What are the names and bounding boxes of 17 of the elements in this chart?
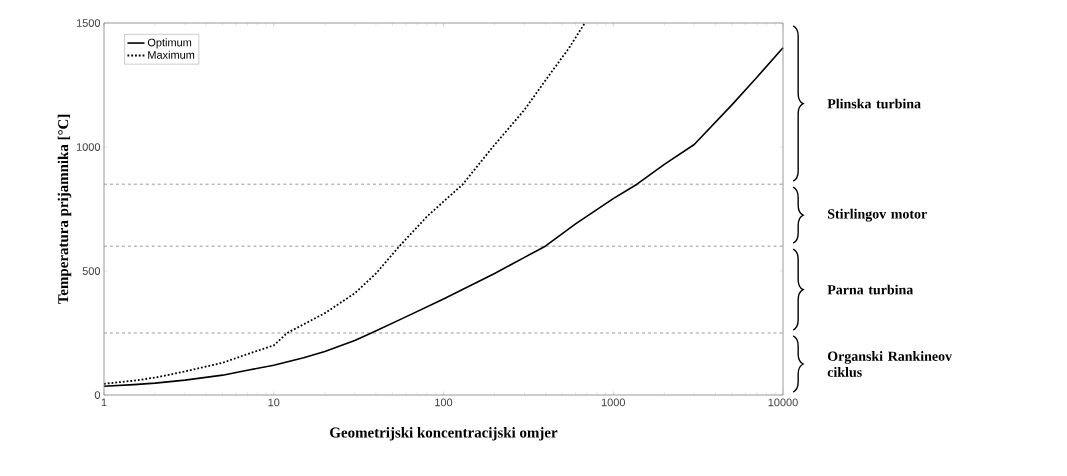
y-axis-title: Temperatura prijamnika [°C] [57,114,72,305]
x-tick-label: 1000 [601,398,625,407]
text: Parna turbina [827,284,914,295]
y-tick-label: 1500 [76,19,101,27]
x-axis-title: Geometrijski koncentracijski omjer [330,427,558,441]
legend-label: Maximum [148,50,195,59]
y-tick-label: 1000 [76,143,101,151]
y-tick-label: 0 [94,391,101,399]
text: Stirlingov motor [828,208,927,222]
x-tick-label: 10 [268,398,280,407]
legend-label: Optimum [147,38,192,49]
x-tick-label: 10000 [768,398,798,407]
text: Plinska turbina [827,98,921,109]
x-tick-label: 100 [435,398,453,407]
text: Organski Rankineov ciklus [827,351,953,377]
x-tick-label: 1 [101,398,107,407]
y-tick-label: 500 [82,267,101,275]
